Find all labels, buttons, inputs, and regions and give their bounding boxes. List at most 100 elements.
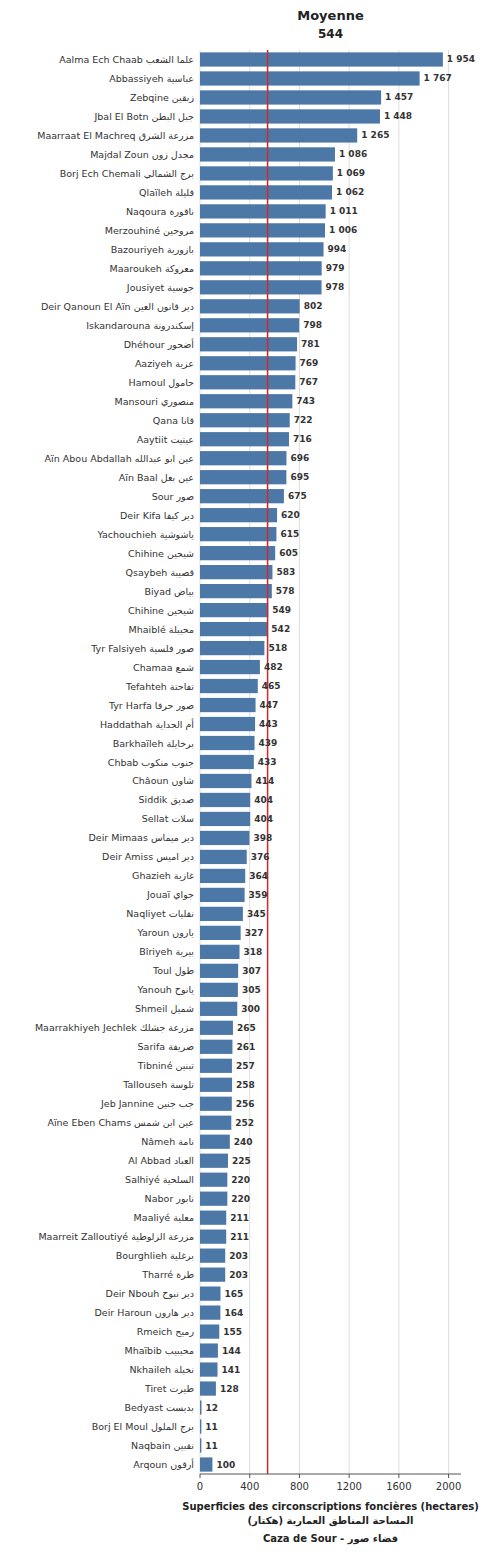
value-label: 364: [249, 871, 268, 881]
category-label: Nkhaileh نخيلة: [129, 1364, 194, 1375]
chart: Moyenne544Aalma Ech Chaab علما الشعب1 95…: [0, 0, 503, 1556]
bar: [200, 299, 300, 313]
value-label: 164: [224, 1308, 243, 1318]
category-label: Arqoun أرقون: [133, 1458, 194, 1470]
category-label: Mhaïbib محيبيب: [124, 1345, 194, 1356]
category-label: Naqbain نقبين: [131, 1440, 194, 1451]
value-label: 696: [291, 453, 310, 463]
value-label: 675: [288, 491, 307, 501]
grid-line: [349, 50, 350, 1474]
value-label: 203: [229, 1270, 248, 1280]
tick-label: 1600: [386, 1481, 411, 1492]
value-label: 258: [236, 1080, 255, 1090]
bar: [200, 1268, 225, 1282]
category-label: Châoun شاون: [132, 775, 194, 786]
value-label: 1 457: [385, 92, 413, 102]
category-label: Chihine شيحين: [128, 605, 194, 616]
bar: [200, 660, 260, 674]
category-label: Deir Nbouh دير نبوح: [106, 1288, 194, 1299]
category-label: Sour صور: [152, 491, 194, 502]
value-label: 433: [258, 757, 277, 767]
category-label: Aïn Baal عين بعل: [119, 472, 194, 483]
value-label: 305: [242, 985, 261, 995]
x-label-line: المساحة المناطق العمارية (هكتار): [247, 1515, 413, 1527]
value-label: 615: [280, 529, 299, 539]
category-label: Maaliyé معلية: [134, 1212, 194, 1223]
category-label: Maarreit Zalloutiyé مزرعة الزلوطية: [38, 1231, 194, 1242]
category-label: Nabor نابور: [145, 1193, 194, 1204]
bar: [200, 774, 251, 788]
category-label: Sarifa صريفة: [138, 1041, 194, 1052]
category-label: Biyad بياض: [144, 586, 194, 597]
value-label: 165: [225, 1289, 244, 1299]
category-label: Qana قانا: [153, 415, 194, 426]
value-label: 994: [328, 244, 347, 254]
bar: [200, 1078, 232, 1092]
grid-line: [448, 50, 449, 1474]
bar: [200, 204, 326, 218]
bar: [200, 698, 256, 712]
value-label: 1 011: [330, 206, 358, 216]
bar: [200, 888, 245, 902]
value-label: 100: [216, 1460, 235, 1470]
value-label: 798: [303, 320, 322, 330]
category-label: Majdal Zoun مجدل زون: [90, 149, 194, 160]
tick-mark: [200, 1474, 201, 1478]
bar: [200, 489, 284, 503]
bar: [200, 1097, 232, 1111]
value-label: 767: [299, 377, 318, 387]
bar: [200, 470, 286, 484]
tick-label: 0: [197, 1481, 203, 1492]
value-label: 802: [304, 301, 323, 311]
tick-mark: [448, 1474, 449, 1478]
bar: [200, 337, 297, 351]
category-label: Ghazieh غازية: [132, 870, 194, 881]
value-label: 542: [271, 624, 290, 634]
category-label: Sellat سلات: [142, 813, 194, 824]
category-label: Jousiyet جوسية: [126, 282, 194, 293]
value-label: 327: [245, 928, 264, 938]
labels: Aalma Ech Chaab علما الشعب1 954Abbassiye…: [35, 54, 475, 1470]
value-label: 465: [262, 681, 281, 691]
value-label: 978: [326, 282, 345, 292]
category-label: Deir Amiss دير اميس: [102, 851, 194, 862]
bar: [200, 109, 380, 123]
bar: [200, 1400, 201, 1414]
value-label: 376: [251, 852, 270, 862]
category-label: Tyr Harfa صور حرفا: [108, 700, 194, 711]
value-label: 265: [237, 1023, 256, 1033]
category-label: Naqoura ناقورة: [126, 206, 194, 217]
value-label: 781: [301, 339, 320, 349]
bar: [200, 1116, 231, 1130]
bar: [200, 1002, 237, 1016]
category-label: Aïne Eben Chams عين ابن شمس: [47, 1117, 194, 1128]
bar: [200, 850, 247, 864]
bar: [200, 831, 249, 845]
category-label: Tefahteh تفاحتة: [125, 681, 194, 692]
value-label: 225: [232, 1156, 251, 1166]
category-label: Zebqine زبقين: [130, 92, 195, 103]
bar: [200, 508, 277, 522]
bar: [200, 812, 250, 826]
value-label: 203: [229, 1251, 248, 1261]
category-label: Barkhaïleh برخايلة: [113, 738, 194, 749]
x-axis: 0400800120016002000: [197, 1474, 461, 1492]
grid-line: [398, 50, 399, 1474]
tick-mark: [299, 1474, 300, 1478]
bar: [200, 1457, 212, 1471]
tick-mark: [398, 1474, 399, 1478]
value-label: 743: [296, 396, 315, 406]
value-label: 1 954: [447, 54, 475, 64]
category-label: Tyr Falsiyeh صور فلسية: [90, 643, 194, 654]
bar: [200, 261, 322, 275]
category-label: Jeb Jannine جب جنين: [100, 1098, 194, 1109]
value-label: 482: [264, 662, 283, 672]
value-label: 1 062: [336, 187, 364, 197]
bar: [200, 926, 241, 940]
value-label: 211: [230, 1213, 249, 1223]
bar: [200, 1154, 228, 1168]
category-label: Borj El Moul برج الملول: [92, 1421, 194, 1433]
value-label: 256: [236, 1099, 255, 1109]
value-label: 583: [276, 567, 295, 577]
grid: [200, 50, 449, 1474]
